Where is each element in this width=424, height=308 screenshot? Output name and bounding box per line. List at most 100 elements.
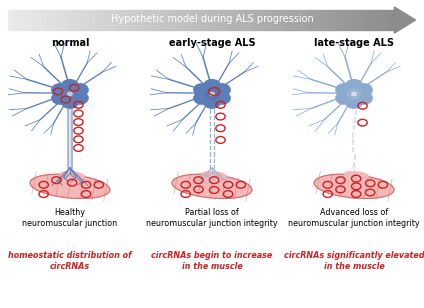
Ellipse shape	[172, 174, 252, 198]
Polygon shape	[269, 10, 274, 30]
Ellipse shape	[314, 174, 394, 198]
Circle shape	[351, 92, 357, 96]
Polygon shape	[71, 10, 76, 30]
Circle shape	[214, 84, 230, 96]
Polygon shape	[390, 10, 394, 30]
Circle shape	[52, 92, 68, 104]
Polygon shape	[148, 10, 153, 30]
Polygon shape	[380, 10, 385, 30]
Polygon shape	[81, 10, 86, 30]
Polygon shape	[226, 10, 230, 30]
Polygon shape	[124, 10, 129, 30]
Circle shape	[339, 83, 369, 105]
Polygon shape	[90, 10, 95, 30]
Polygon shape	[245, 10, 250, 30]
Polygon shape	[356, 10, 360, 30]
Circle shape	[194, 84, 210, 96]
Polygon shape	[13, 10, 18, 30]
Polygon shape	[139, 10, 143, 30]
Polygon shape	[167, 10, 173, 30]
Polygon shape	[37, 10, 42, 30]
Polygon shape	[18, 10, 23, 30]
Polygon shape	[33, 10, 37, 30]
Polygon shape	[332, 10, 337, 30]
Polygon shape	[375, 10, 380, 30]
Circle shape	[61, 80, 78, 92]
Text: Healthy
neuromuscular junction: Healthy neuromuscular junction	[22, 208, 117, 228]
Circle shape	[346, 80, 363, 92]
Polygon shape	[337, 10, 341, 30]
Polygon shape	[66, 10, 71, 30]
Text: circRNAs significantly elevated
in the muscle: circRNAs significantly elevated in the m…	[284, 251, 424, 271]
Text: early-stage ALS: early-stage ALS	[169, 38, 255, 48]
Circle shape	[356, 92, 372, 104]
Polygon shape	[211, 10, 216, 30]
Polygon shape	[274, 10, 279, 30]
Polygon shape	[187, 10, 192, 30]
Polygon shape	[346, 10, 351, 30]
Polygon shape	[86, 10, 90, 30]
Polygon shape	[220, 10, 226, 30]
Polygon shape	[28, 10, 33, 30]
Polygon shape	[230, 10, 235, 30]
Polygon shape	[143, 10, 148, 30]
Polygon shape	[370, 10, 375, 30]
Polygon shape	[158, 10, 163, 30]
Polygon shape	[42, 10, 47, 30]
Polygon shape	[307, 10, 312, 30]
Circle shape	[63, 89, 77, 99]
Ellipse shape	[344, 172, 368, 178]
Circle shape	[356, 84, 372, 96]
Circle shape	[205, 89, 219, 99]
Circle shape	[336, 92, 352, 104]
Polygon shape	[341, 10, 346, 30]
Polygon shape	[327, 10, 332, 30]
Ellipse shape	[202, 172, 226, 178]
Circle shape	[194, 92, 210, 104]
Circle shape	[55, 83, 85, 105]
Polygon shape	[201, 10, 206, 30]
Text: Hypothetic model during ALS progression: Hypothetic model during ALS progression	[111, 14, 313, 24]
Polygon shape	[288, 10, 293, 30]
Polygon shape	[173, 10, 177, 30]
Circle shape	[72, 84, 88, 96]
Circle shape	[209, 92, 215, 96]
Polygon shape	[192, 10, 197, 30]
Polygon shape	[52, 10, 57, 30]
Polygon shape	[394, 7, 416, 33]
Polygon shape	[8, 10, 13, 30]
Polygon shape	[76, 10, 81, 30]
Text: Advanced loss of
neuromuscular junction integrity: Advanced loss of neuromuscular junction …	[288, 208, 420, 228]
Polygon shape	[298, 10, 303, 30]
Polygon shape	[259, 10, 264, 30]
Text: homeostatic distribution of
circRNAs: homeostatic distribution of circRNAs	[8, 251, 132, 271]
Polygon shape	[254, 10, 259, 30]
Polygon shape	[250, 10, 254, 30]
Polygon shape	[105, 10, 110, 30]
Polygon shape	[163, 10, 167, 30]
Circle shape	[204, 96, 220, 108]
Polygon shape	[312, 10, 317, 30]
Polygon shape	[57, 10, 61, 30]
Polygon shape	[61, 10, 66, 30]
Text: circRNAs begin to increase
in the muscle: circRNAs begin to increase in the muscle	[151, 251, 273, 271]
Polygon shape	[240, 10, 245, 30]
Polygon shape	[47, 10, 52, 30]
Polygon shape	[120, 10, 124, 30]
Text: normal: normal	[51, 38, 89, 48]
Polygon shape	[385, 10, 390, 30]
Ellipse shape	[60, 172, 84, 178]
Polygon shape	[23, 10, 28, 30]
Polygon shape	[197, 10, 201, 30]
Polygon shape	[182, 10, 187, 30]
Circle shape	[214, 92, 230, 104]
Polygon shape	[114, 10, 120, 30]
Polygon shape	[206, 10, 211, 30]
Circle shape	[197, 83, 227, 105]
Polygon shape	[95, 10, 100, 30]
Circle shape	[336, 84, 352, 96]
Polygon shape	[264, 10, 269, 30]
Polygon shape	[279, 10, 283, 30]
Polygon shape	[153, 10, 158, 30]
Polygon shape	[322, 10, 327, 30]
